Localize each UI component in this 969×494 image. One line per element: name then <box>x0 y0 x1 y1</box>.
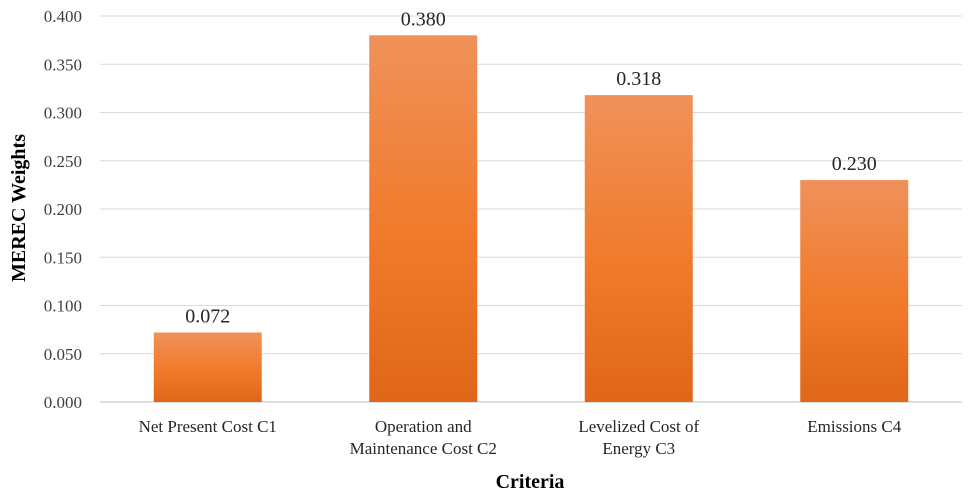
x-axis-title: Criteria <box>496 471 565 493</box>
y-axis-title: MEREC Weights <box>8 134 30 282</box>
x-category-label: Energy C3 <box>602 439 675 458</box>
y-tick-label: 0.050 <box>44 345 82 364</box>
y-tick-label: 0.400 <box>44 7 82 26</box>
bar <box>800 180 909 402</box>
x-axis-categories: Net Present Cost C1 Operation and Maintena… <box>139 417 902 458</box>
data-label: 0.318 <box>616 68 661 90</box>
y-tick-label: 0.150 <box>44 248 82 267</box>
y-axis-ticks: 0.000 0.050 0.100 0.150 0.200 0.250 0.300 0.350… <box>44 7 82 412</box>
bar <box>584 95 693 402</box>
y-tick-label: 0.250 <box>44 152 82 171</box>
data-label: 0.072 <box>185 306 230 328</box>
x-category-label: Levelized Cost of <box>578 417 699 436</box>
y-tick-label: 0.000 <box>44 393 82 412</box>
x-category-label: Operation and <box>375 417 472 436</box>
x-category-label: Emissions C4 <box>807 417 901 436</box>
data-label: 0.380 <box>401 8 446 30</box>
x-category-label: Net Present Cost C1 <box>139 417 277 436</box>
data-label: 0.230 <box>832 153 877 175</box>
y-tick-label: 0.100 <box>44 297 82 316</box>
y-tick-label: 0.200 <box>44 200 82 219</box>
bar <box>369 35 478 403</box>
bars <box>153 35 909 403</box>
x-category-label: Maintenance Cost C2 <box>350 439 497 458</box>
data-labels: 0.072 0.380 0.318 0.230 <box>185 8 877 327</box>
bar <box>153 332 262 402</box>
y-tick-label: 0.300 <box>44 104 82 123</box>
y-tick-label: 0.350 <box>44 55 82 74</box>
